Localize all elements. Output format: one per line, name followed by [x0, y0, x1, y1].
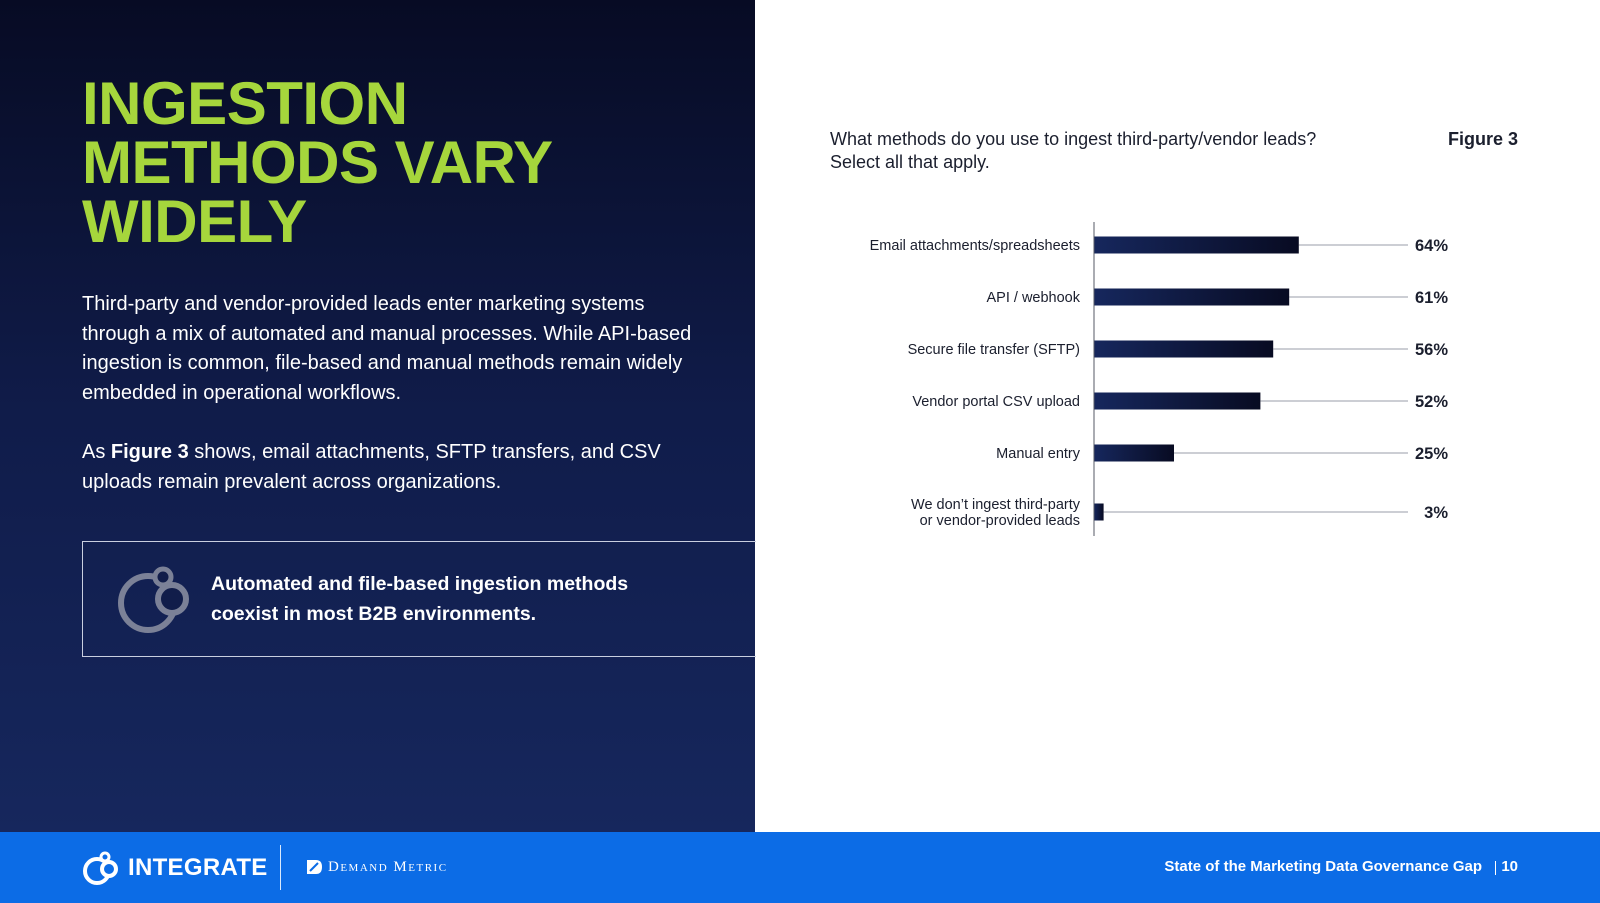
headline-line-2: METHODS VARY — [82, 129, 553, 196]
logo-divider — [280, 845, 281, 890]
bar — [1094, 288, 1290, 306]
figure-reference-paragraph: As Figure 3 shows, email attachments, SF… — [82, 438, 692, 497]
callout-text: Automated and file-based ingestion metho… — [211, 570, 681, 629]
category-label: Secure file transfer (SFTP) — [908, 342, 1080, 358]
paragraph-prefix: As — [82, 441, 111, 463]
question-line-2: Select all that apply. — [830, 152, 990, 172]
figure-label: Figure 3 — [1447, 129, 1518, 149]
question-line-1: What methods do you use to ingest third-… — [830, 129, 1317, 149]
value-label: 56% — [1415, 341, 1448, 359]
integrate-circles-icon — [118, 566, 189, 633]
left-panel: INGESTION METHODS VARY WIDELY Third-part… — [0, 0, 756, 832]
bar — [1094, 392, 1261, 410]
callout-line-2: coexist in most B2B environments. — [211, 602, 537, 625]
category-label: or vendor-provided leads — [920, 513, 1080, 529]
bar — [1094, 444, 1174, 462]
headline-line-3: WIDELY — [82, 188, 307, 255]
key-insight-callout: Automated and file-based ingestion metho… — [82, 541, 756, 657]
value-label: 3% — [1424, 504, 1448, 522]
paragraph-suffix: shows, email attachments, SFTP transfers… — [82, 441, 661, 493]
demand-metric-logo-icon — [307, 860, 322, 874]
figure-reference-link: Figure 3 — [110, 441, 189, 463]
bar — [1094, 340, 1274, 358]
value-label: 52% — [1415, 393, 1448, 411]
category-label: Vendor portal CSV upload — [912, 394, 1080, 410]
callout-line-1: Automated and file-based ingestion metho… — [211, 573, 629, 595]
headline-line-1: INGESTION — [82, 70, 408, 137]
page-title: INGESTION METHODS VARY WIDELY — [82, 70, 702, 255]
footer-bar: INTEGRATE Demand Metric State of the Mar… — [0, 832, 1600, 903]
integrate-logo-icon — [83, 851, 118, 885]
category-label: Email attachments/spreadsheets — [870, 238, 1080, 254]
bar — [1094, 503, 1104, 521]
integrate-logo-wordmark: INTEGRATE — [128, 854, 268, 881]
demand-metric-logo: Demand Metric — [305, 856, 448, 878]
value-label: 61% — [1415, 289, 1448, 307]
demand-metric-wordmark: Demand Metric — [328, 858, 448, 875]
page-number: 10 — [1501, 858, 1518, 875]
intro-paragraph: Third-party and vendor-provided leads en… — [82, 293, 692, 404]
category-label: We don’t ingest third-party — [911, 497, 1081, 513]
report-title: State of the Marketing Data Governance G… — [1164, 858, 1482, 875]
integrate-logo: INTEGRATE — [82, 850, 268, 886]
value-label: 64% — [1415, 237, 1448, 255]
survey-question: What methods do you use to ingest third-… — [830, 128, 1390, 174]
category-label: Manual entry — [996, 446, 1081, 462]
value-label: 25% — [1415, 445, 1448, 463]
category-label: API / webhook — [987, 290, 1081, 306]
bar — [1094, 236, 1299, 254]
page-number-separator — [1495, 861, 1496, 875]
